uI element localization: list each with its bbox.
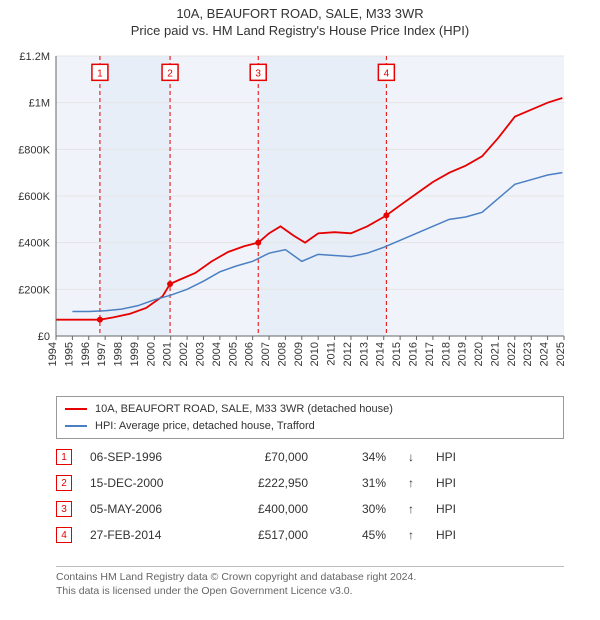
svg-text:£1.2M: £1.2M — [19, 51, 50, 63]
tx-pct: 34% — [326, 450, 386, 464]
svg-text:1998: 1998 — [113, 342, 125, 366]
svg-text:2005: 2005 — [227, 342, 239, 366]
svg-text:2024: 2024 — [539, 342, 551, 366]
tx-date: 15-DEC-2000 — [90, 476, 200, 490]
svg-text:2003: 2003 — [194, 342, 206, 366]
svg-text:£200K: £200K — [18, 284, 50, 296]
svg-text:2021: 2021 — [489, 342, 501, 366]
svg-text:2014: 2014 — [375, 342, 387, 366]
tx-ref: HPI — [436, 502, 466, 516]
svg-text:2016: 2016 — [408, 342, 420, 366]
svg-text:1995: 1995 — [63, 342, 75, 366]
tx-ref: HPI — [436, 476, 466, 490]
svg-text:2011: 2011 — [326, 342, 338, 366]
legend-swatch — [65, 408, 87, 410]
tx-price: £222,950 — [218, 476, 308, 490]
arrow-icon: ↓ — [404, 450, 418, 464]
svg-text:2000: 2000 — [145, 342, 157, 366]
svg-text:£600K: £600K — [18, 191, 50, 203]
svg-text:2023: 2023 — [522, 342, 534, 366]
arrow-icon: ↑ — [404, 502, 418, 516]
svg-text:2008: 2008 — [276, 342, 288, 366]
svg-text:£0: £0 — [38, 331, 50, 343]
svg-text:2013: 2013 — [358, 342, 370, 366]
arrow-icon: ↑ — [404, 528, 418, 542]
svg-text:£1M: £1M — [29, 98, 50, 110]
svg-text:2002: 2002 — [178, 342, 190, 366]
tx-price: £517,000 — [218, 528, 308, 542]
svg-text:3: 3 — [255, 68, 261, 79]
page-title: 10A, BEAUFORT ROAD, SALE, M33 3WR — [0, 6, 600, 21]
legend: 10A, BEAUFORT ROAD, SALE, M33 3WR (detac… — [56, 396, 564, 439]
svg-text:1999: 1999 — [129, 342, 141, 366]
svg-text:£800K: £800K — [18, 144, 50, 156]
tx-marker-icon: 4 — [56, 527, 72, 543]
svg-text:£400K: £400K — [18, 238, 50, 250]
tx-date: 27-FEB-2014 — [90, 528, 200, 542]
footer-line: Contains HM Land Registry data © Crown c… — [56, 571, 564, 585]
svg-text:2001: 2001 — [162, 342, 174, 366]
svg-text:2: 2 — [167, 68, 173, 79]
svg-text:2017: 2017 — [424, 342, 436, 366]
tx-pct: 30% — [326, 502, 386, 516]
footer-attribution: Contains HM Land Registry data © Crown c… — [56, 566, 564, 598]
legend-item: 10A, BEAUFORT ROAD, SALE, M33 3WR (detac… — [65, 401, 555, 418]
svg-text:2022: 2022 — [506, 342, 518, 366]
tx-marker-icon: 2 — [56, 475, 72, 491]
table-row: 4 27-FEB-2014 £517,000 45% ↑ HPI — [56, 522, 466, 548]
tx-price: £70,000 — [218, 450, 308, 464]
svg-text:2007: 2007 — [260, 342, 272, 366]
svg-text:2009: 2009 — [293, 342, 305, 366]
footer-line: This data is licensed under the Open Gov… — [56, 585, 564, 599]
svg-text:1994: 1994 — [47, 342, 59, 366]
tx-ref: HPI — [436, 450, 466, 464]
tx-marker-icon: 3 — [56, 501, 72, 517]
svg-text:4: 4 — [384, 68, 390, 79]
line-chart: £0 £200K £400K £600K £800K £1M £1.2M 1994 1995 19… — [0, 38, 600, 388]
tx-price: £400,000 — [218, 502, 308, 516]
tx-pct: 45% — [326, 528, 386, 542]
legend-swatch — [65, 425, 87, 427]
tx-pct: 31% — [326, 476, 386, 490]
tx-date: 05-MAY-2006 — [90, 502, 200, 516]
legend-label: HPI: Average price, detached house, Traf… — [95, 418, 315, 435]
legend-label: 10A, BEAUFORT ROAD, SALE, M33 3WR (detac… — [95, 401, 393, 418]
chart-area: £0 £200K £400K £600K £800K £1M £1.2M 1994 1995 19… — [0, 38, 600, 388]
svg-text:1997: 1997 — [96, 342, 108, 366]
svg-text:1: 1 — [97, 68, 103, 79]
svg-text:1996: 1996 — [80, 342, 92, 366]
svg-text:2020: 2020 — [473, 342, 485, 366]
svg-text:2018: 2018 — [440, 342, 452, 366]
transaction-table: 1 06-SEP-1996 £70,000 34% ↓ HPI 2 15-DEC-2000 £2… — [56, 444, 466, 548]
svg-text:2015: 2015 — [391, 342, 403, 366]
tx-date: 06-SEP-1996 — [90, 450, 200, 464]
table-row: 3 05-MAY-2006 £400,000 30% ↑ HPI — [56, 496, 466, 522]
arrow-icon: ↑ — [404, 476, 418, 490]
svg-text:2025: 2025 — [555, 342, 567, 366]
svg-text:2006: 2006 — [244, 342, 256, 366]
tx-marker-icon: 1 — [56, 449, 72, 465]
svg-text:2012: 2012 — [342, 342, 354, 366]
svg-text:2004: 2004 — [211, 342, 223, 366]
table-row: 1 06-SEP-1996 £70,000 34% ↓ HPI — [56, 444, 466, 470]
tx-ref: HPI — [436, 528, 466, 542]
table-row: 2 15-DEC-2000 £222,950 31% ↑ HPI — [56, 470, 466, 496]
legend-item: HPI: Average price, detached house, Traf… — [65, 418, 555, 435]
svg-text:2019: 2019 — [457, 342, 469, 366]
page-subtitle: Price paid vs. HM Land Registry's House … — [0, 23, 600, 38]
svg-text:2010: 2010 — [309, 342, 321, 366]
